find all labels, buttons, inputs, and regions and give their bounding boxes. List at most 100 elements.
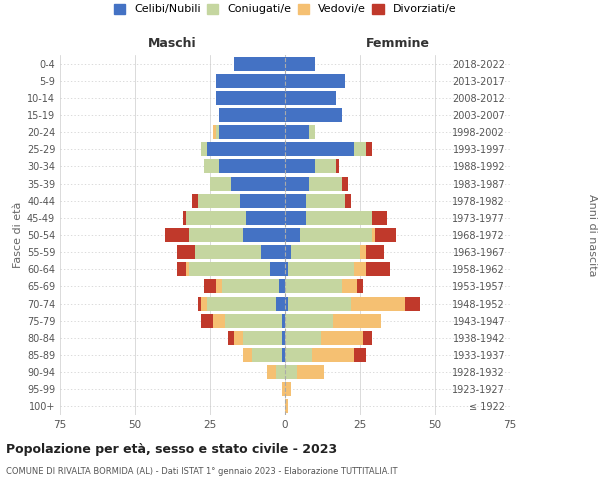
Bar [195, 245, 261, 259]
Bar [213, 125, 216, 139]
Bar [276, 296, 285, 310]
Bar [306, 194, 345, 207]
Bar [354, 348, 366, 362]
Bar [198, 296, 201, 310]
Bar [297, 365, 324, 379]
Bar [282, 348, 285, 362]
Bar [285, 348, 312, 362]
Text: Popolazione per età, sesso e stato civile - 2023: Popolazione per età, sesso e stato civil… [6, 442, 337, 456]
Bar [372, 211, 387, 225]
Bar [177, 245, 195, 259]
Bar [189, 262, 270, 276]
Bar [189, 228, 243, 242]
Bar [285, 245, 291, 259]
Bar [186, 211, 246, 225]
Bar [234, 56, 285, 70]
Bar [285, 331, 321, 345]
Bar [405, 296, 420, 310]
Bar [315, 160, 336, 173]
Bar [345, 194, 351, 207]
Y-axis label: Fasce di età: Fasce di età [13, 202, 23, 268]
Bar [246, 211, 285, 225]
Bar [225, 314, 282, 328]
Bar [204, 160, 219, 173]
Bar [216, 280, 222, 293]
Bar [198, 194, 240, 207]
Bar [234, 331, 243, 345]
Bar [186, 262, 189, 276]
Bar [207, 142, 285, 156]
Bar [285, 280, 342, 293]
Bar [243, 348, 252, 362]
Bar [285, 74, 345, 88]
Text: Maschi: Maschi [148, 37, 197, 50]
Bar [285, 160, 315, 173]
Bar [282, 314, 285, 328]
Bar [213, 314, 225, 328]
Bar [267, 365, 276, 379]
Bar [201, 142, 207, 156]
Bar [216, 74, 285, 88]
Bar [276, 365, 285, 379]
Bar [285, 382, 291, 396]
Bar [357, 280, 363, 293]
Bar [285, 91, 336, 105]
Bar [366, 142, 372, 156]
Bar [222, 280, 279, 293]
Bar [210, 176, 231, 190]
Bar [285, 228, 300, 242]
Bar [201, 296, 207, 310]
Bar [360, 245, 366, 259]
Bar [219, 125, 285, 139]
Bar [363, 331, 372, 345]
Bar [261, 245, 285, 259]
Bar [285, 365, 297, 379]
Bar [285, 108, 342, 122]
Bar [354, 262, 366, 276]
Bar [288, 262, 354, 276]
Bar [282, 382, 285, 396]
Bar [201, 314, 213, 328]
Bar [285, 211, 306, 225]
Bar [333, 314, 381, 328]
Bar [219, 160, 285, 173]
Bar [285, 125, 309, 139]
Bar [216, 125, 219, 139]
Text: Anni di nascita: Anni di nascita [587, 194, 597, 276]
Bar [216, 91, 285, 105]
Bar [177, 262, 186, 276]
Bar [336, 160, 339, 173]
Bar [204, 280, 216, 293]
Bar [231, 176, 285, 190]
Bar [219, 108, 285, 122]
Bar [279, 280, 285, 293]
Bar [285, 262, 288, 276]
Bar [252, 348, 282, 362]
Bar [372, 228, 375, 242]
Bar [183, 211, 186, 225]
Legend: Celibi/Nubili, Coniugati/e, Vedovi/e, Divorziati/e: Celibi/Nubili, Coniugati/e, Vedovi/e, Di… [109, 0, 461, 19]
Bar [285, 142, 354, 156]
Bar [285, 176, 309, 190]
Bar [309, 176, 342, 190]
Bar [240, 194, 285, 207]
Bar [192, 194, 198, 207]
Bar [270, 262, 285, 276]
Bar [291, 245, 360, 259]
Bar [285, 194, 306, 207]
Bar [207, 296, 276, 310]
Text: COMUNE DI RIVALTA BORMIDA (AL) - Dati ISTAT 1° gennaio 2023 - Elaborazione TUTTI: COMUNE DI RIVALTA BORMIDA (AL) - Dati IS… [6, 468, 398, 476]
Bar [285, 400, 288, 413]
Bar [243, 228, 285, 242]
Bar [351, 296, 405, 310]
Text: Femmine: Femmine [365, 37, 430, 50]
Bar [285, 296, 288, 310]
Bar [342, 280, 357, 293]
Bar [366, 262, 390, 276]
Bar [366, 245, 384, 259]
Bar [282, 331, 285, 345]
Bar [228, 331, 234, 345]
Bar [312, 348, 354, 362]
Bar [321, 331, 363, 345]
Bar [306, 211, 372, 225]
